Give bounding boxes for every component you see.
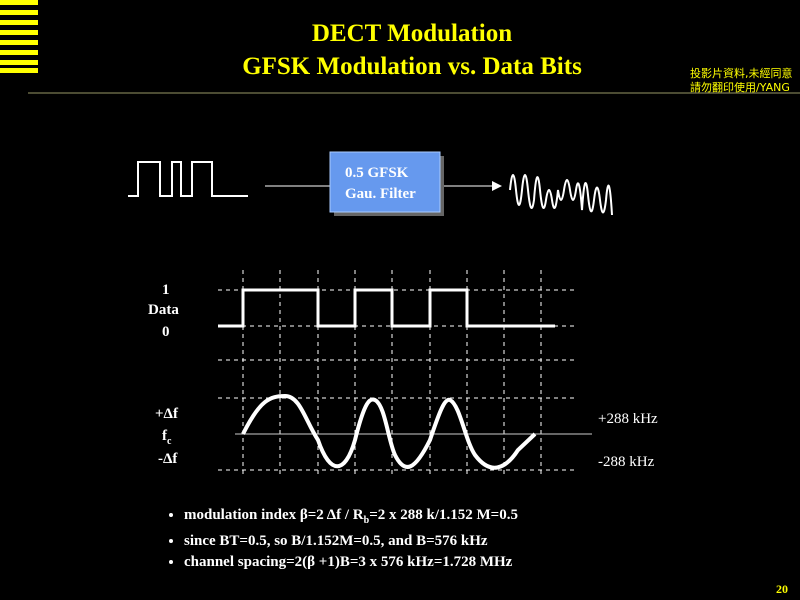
freq-label: fc (162, 428, 171, 447)
text: f (162, 428, 167, 444)
subscript: b (363, 515, 370, 526)
data-label: 0 (162, 324, 170, 340)
text: modulation index β=2 Δf / R (184, 507, 364, 523)
note: 請勿翻印使用/YANG (690, 81, 790, 94)
data-label: 1 (162, 282, 170, 298)
title-line: DECT Modulation (311, 20, 513, 47)
text: =2 x 288 k/1.152 M=0.5 (369, 507, 518, 523)
data-bits (218, 288, 555, 328)
note: 投影片資料,未經同意 (690, 67, 793, 80)
page-number: 20 (776, 582, 788, 596)
arrow-head (492, 181, 502, 191)
text: since BT=0.5, so B/1.152M=0.5, and B=576… (184, 533, 488, 549)
title-line: GFSK Modulation vs. Data Bits (242, 53, 582, 80)
data-label: Data (148, 302, 179, 318)
freq-label: +Δf (155, 406, 178, 422)
stripes (0, 0, 38, 73)
subscript: c (167, 436, 172, 447)
output-wave (509, 174, 613, 216)
bullet: channel spacing=2(β +1)B=3 x 576 kHz=1.7… (184, 552, 518, 573)
box-label: Gau. Filter (345, 186, 416, 202)
input-bits (128, 161, 248, 197)
deviation-label: +288 kHz (598, 411, 658, 427)
deviation-label: -288 kHz (598, 454, 655, 470)
filter-box (329, 151, 441, 213)
bullet: modulation index β=2 Δf / Rb=2 x 288 k/1… (184, 505, 518, 531)
freq-label: -Δf (158, 451, 178, 467)
bullet: since BT=0.5, so B/1.152M=0.5, and B=576… (184, 531, 518, 552)
box-label: 0.5 GFSK (345, 165, 409, 181)
bullet-list: modulation index β=2 Δf / Rb=2 x 288 k/1… (170, 505, 518, 573)
text: channel spacing=2(β +1)B=3 x 576 kHz=1.7… (184, 554, 513, 570)
frequency-wave (241, 393, 537, 470)
